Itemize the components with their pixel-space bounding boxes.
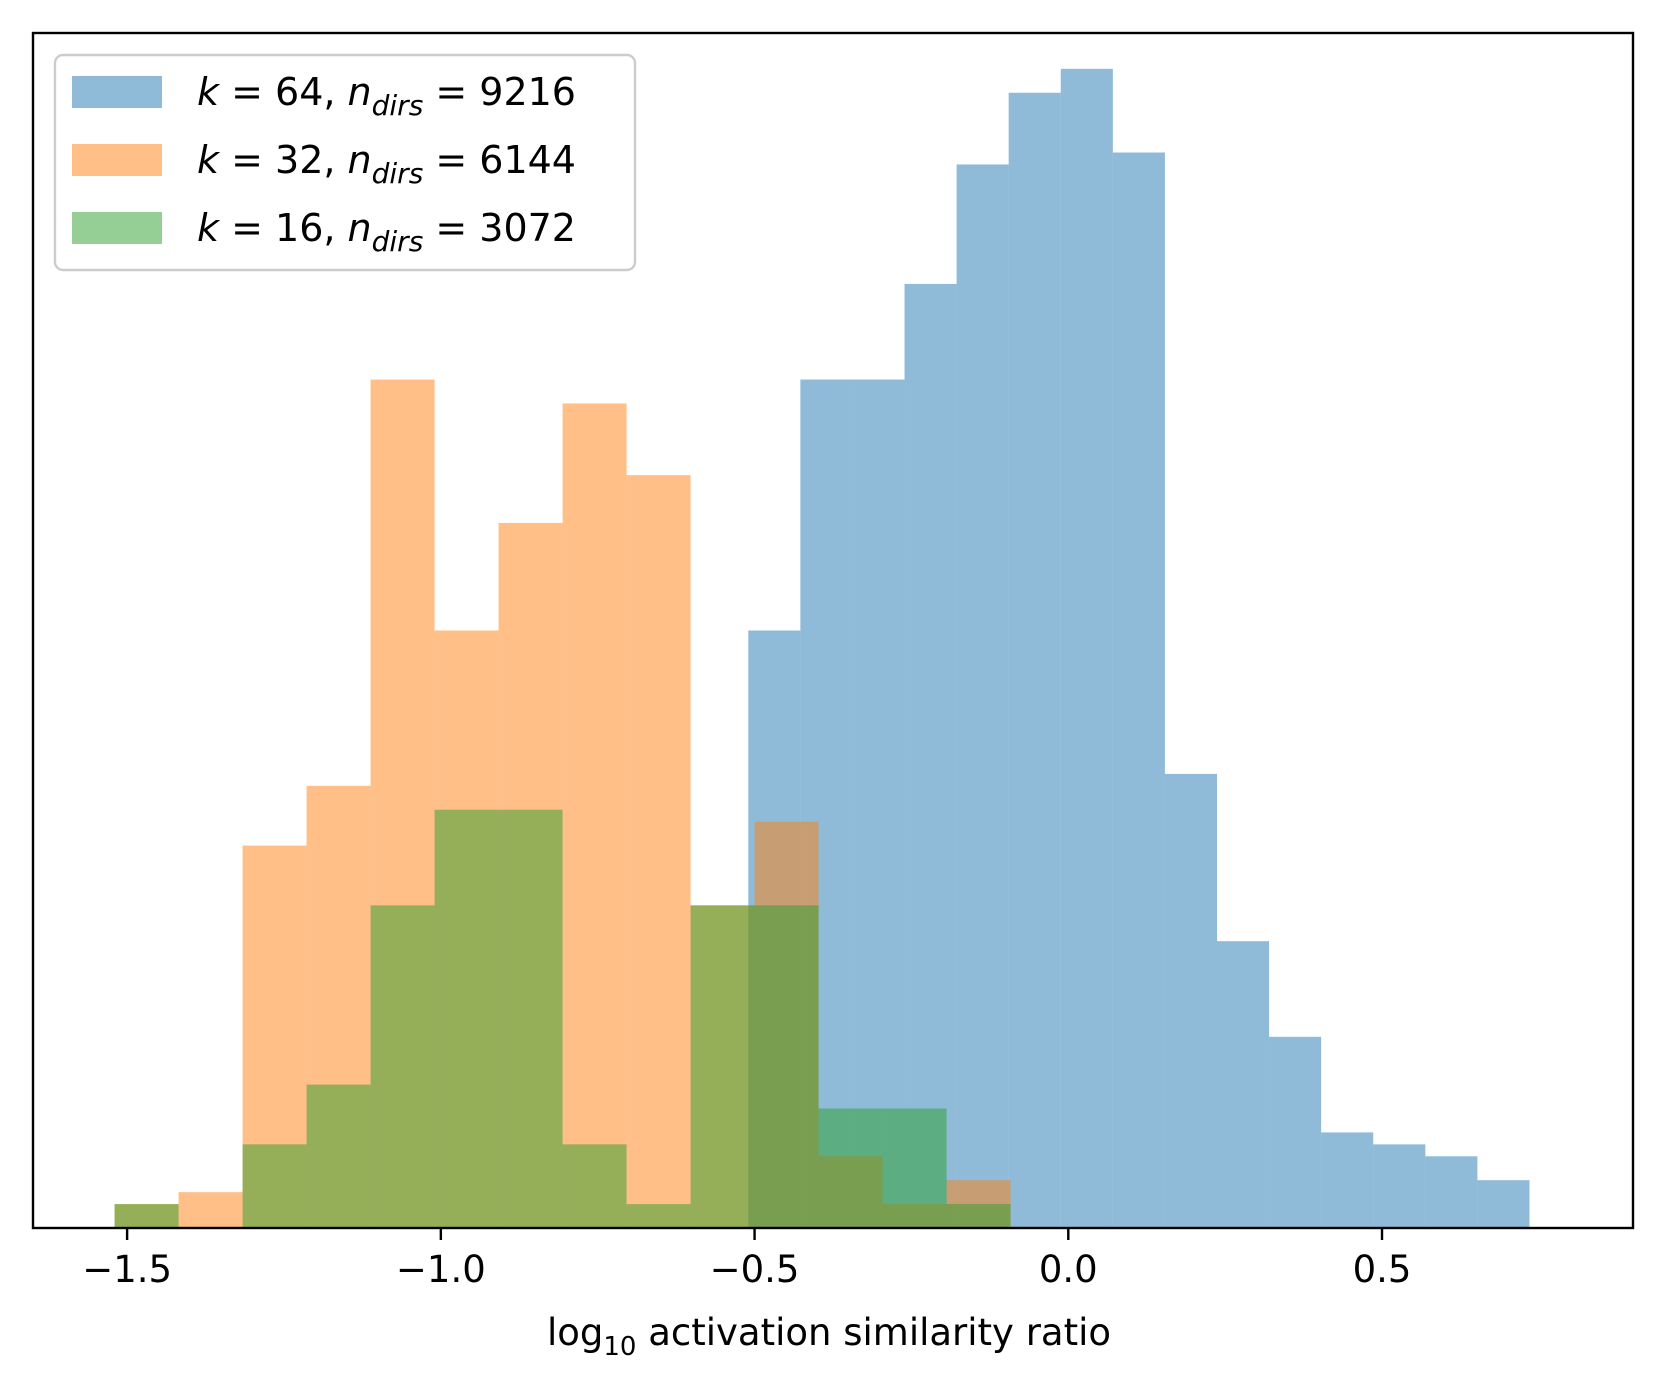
legend-swatch [72,76,162,108]
histogram-bar [1217,941,1270,1228]
histogram-bar [306,1084,371,1228]
x-tick-label: 0.5 [1353,1248,1412,1291]
legend-label: k = 64, ndirs = 9216 [197,70,576,122]
histogram-bar [1269,1036,1322,1228]
histogram-bar [370,905,435,1228]
histogram-bar [626,475,691,1228]
histogram-bar [626,1204,691,1228]
histogram-bar [852,379,905,1228]
legend-box [53,53,637,272]
x-tick-label: −0.5 [710,1248,800,1291]
x-axis-ticks: −1.5 −1.0 −0.5 0.0 0.5 [82,1228,1411,1291]
histogram-bar [946,1204,1011,1228]
x-tick-label: 0.0 [1039,1248,1098,1291]
histogram-bar [1425,1156,1478,1228]
histogram-bar [562,1144,627,1228]
histogram-bar [242,1144,307,1228]
bars-layer [114,68,1530,1229]
histogram-bar [562,403,627,1228]
legend-swatch [72,212,162,244]
histogram-bar [1008,92,1061,1228]
histogram-bar [754,905,819,1228]
histogram-bar [818,1108,883,1228]
series-0-bars [748,68,1530,1229]
histogram-bar [956,164,1009,1229]
histogram-bar [178,1192,243,1228]
histogram-bar [1373,1144,1426,1228]
histogram-bar [690,905,755,1228]
histogram-bar [498,809,563,1228]
plot-area [114,68,1530,1229]
x-axis-label: log10 activation similarity ratio [547,1311,1111,1362]
histogram-bar [434,809,499,1228]
histogram-bar [1477,1180,1530,1228]
histogram-bar [1060,68,1113,1229]
histogram-bar [114,1204,179,1228]
legend: k = 64, ndirs = 9216 k = 32, ndirs = 6144… [53,53,637,272]
histogram-bar [1112,152,1165,1228]
x-tick-label: −1.5 [82,1248,172,1291]
legend-label: k = 16, ndirs = 3072 [197,206,576,258]
histogram-bar [1164,773,1217,1228]
legend-label: k = 32, ndirs = 6144 [197,138,576,190]
histogram-bar [904,283,957,1228]
series-2-bars [114,809,1011,1228]
legend-swatch [72,144,162,176]
plot-frame [31,31,1635,1230]
histogram-bar [882,1108,947,1228]
histogram-bar [1321,1132,1374,1228]
x-tick-label: −1.0 [396,1248,486,1291]
